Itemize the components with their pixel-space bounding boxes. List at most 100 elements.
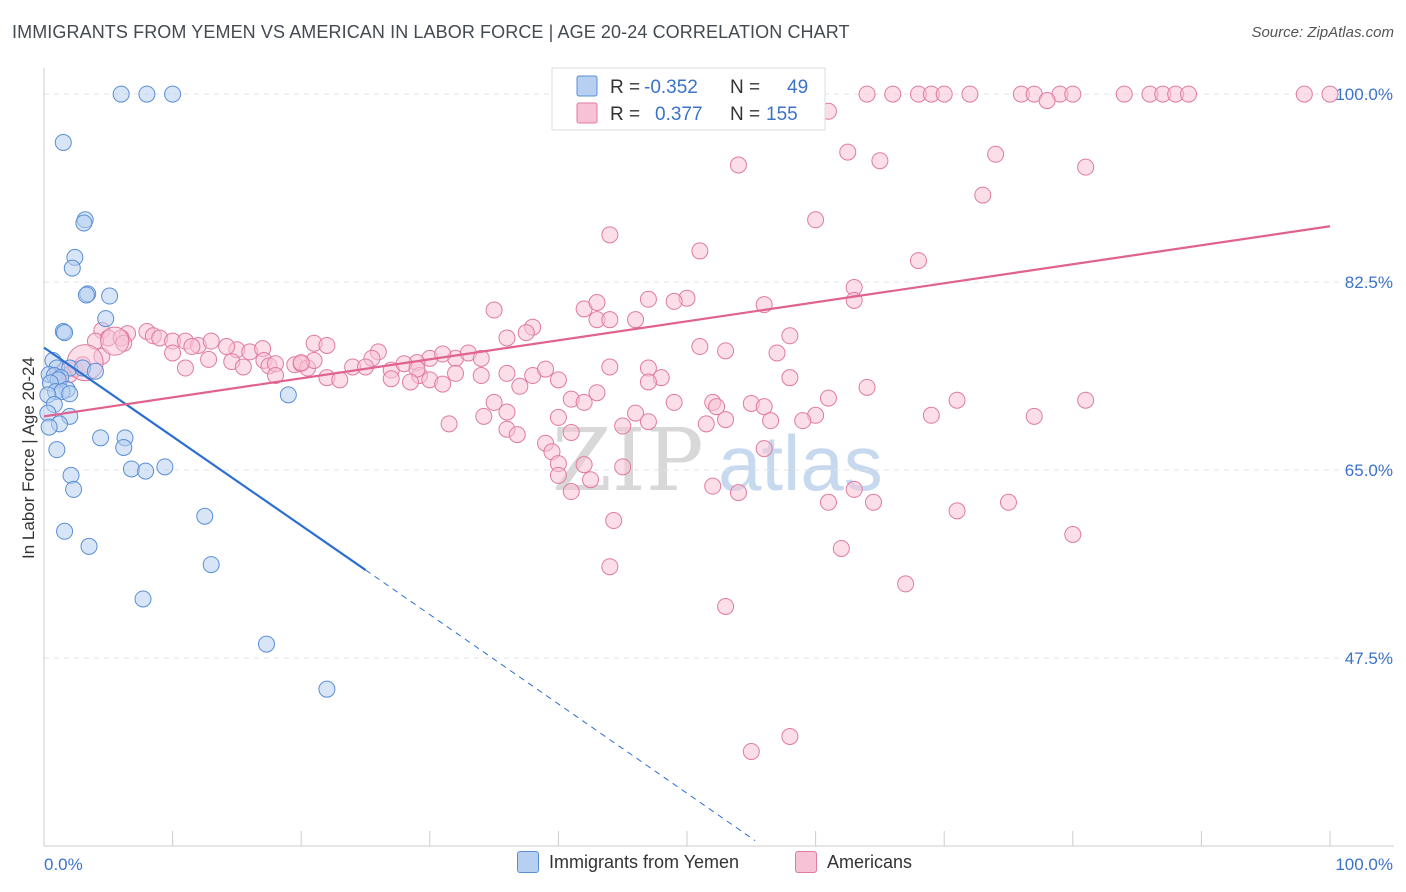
- yemen-point-2: [164, 85, 182, 103]
- americans-point-157: [614, 458, 632, 476]
- yemen-point-38: [48, 441, 66, 459]
- americans-point-3: [884, 85, 902, 103]
- americans-point-115: [176, 359, 194, 377]
- americans-point-171: [601, 558, 619, 576]
- americans-point-133: [1077, 391, 1095, 409]
- americans-point-125: [485, 393, 503, 411]
- americans-point-24: [729, 156, 747, 174]
- y-tick-label-1: 65.0%: [1345, 461, 1393, 480]
- yemen-point-37: [115, 438, 133, 456]
- yemen-points: [39, 85, 336, 698]
- legend-swatch-yemen: [576, 75, 598, 97]
- americans-point-143: [475, 407, 493, 425]
- yemen-point-10: [101, 287, 119, 305]
- americans-point-76: [691, 338, 709, 356]
- yemen-point-41: [137, 462, 155, 480]
- americans-point-126: [498, 403, 516, 421]
- americans-point-132: [948, 391, 966, 409]
- americans-point-154: [755, 440, 773, 458]
- americans-point-78: [164, 344, 182, 362]
- americans-point-7: [961, 85, 979, 103]
- americans-point-96: [402, 373, 420, 391]
- yemen-point-39: [156, 458, 174, 476]
- americans-point-159: [549, 466, 567, 484]
- americans-point-145: [697, 415, 715, 433]
- americans-point-105: [601, 358, 619, 376]
- americans-point-44: [517, 324, 535, 342]
- legend-label-americans: Americans: [827, 851, 913, 872]
- americans-point-140: [1025, 407, 1043, 425]
- legend-item-yemen[interactable]: Immigrants from Yemen: [517, 851, 739, 873]
- americans-point-18: [1321, 85, 1339, 103]
- yemen-point-0: [112, 85, 130, 103]
- yemen-point-42: [62, 466, 80, 484]
- americans-point-127: [575, 393, 593, 411]
- americans-point-162: [562, 483, 580, 501]
- yemen-trendline: [43, 346, 367, 571]
- yemen-point-7: [63, 259, 81, 277]
- y-tick-labels: 47.5% 65.0% 82.5% 100.0%: [1335, 85, 1393, 668]
- yemen-point-43: [65, 480, 83, 498]
- americans-point-77: [781, 327, 799, 345]
- yemen-point-44: [196, 507, 214, 525]
- americans-point-120: [588, 384, 606, 402]
- x-tick-label-min: 0.0%: [44, 855, 83, 874]
- americans-point-129: [665, 393, 683, 411]
- yemen-point-18: [86, 362, 104, 380]
- legend-r-value-americans: 0.377: [655, 104, 703, 125]
- y-tick-label-0: 47.5%: [1345, 649, 1393, 668]
- americans-point-135: [708, 398, 726, 416]
- yemen-point-47: [202, 556, 220, 574]
- americans-point-19: [1038, 92, 1056, 110]
- americans-point-161: [845, 480, 863, 498]
- americans-point-21: [839, 143, 857, 161]
- americans-point-156: [575, 456, 593, 474]
- americans-point-163: [729, 484, 747, 502]
- yemen-trendline-extension: [365, 569, 756, 842]
- americans-point-57: [202, 332, 220, 350]
- americans-point-168: [1064, 526, 1082, 544]
- americans-point-122: [858, 378, 876, 396]
- americans-point-73: [498, 329, 516, 347]
- americans-point-169: [605, 512, 623, 530]
- americans-point-150: [562, 423, 580, 441]
- americans-point-74: [717, 342, 735, 360]
- americans-point-165: [819, 493, 837, 511]
- americans-point-98: [434, 375, 452, 393]
- americans-point-29: [691, 242, 709, 260]
- axes: [43, 68, 1394, 847]
- americans-point-79: [200, 350, 218, 368]
- legend-swatch-yemen-bottom: [517, 851, 539, 873]
- yemen-point-5: [75, 214, 93, 232]
- yemen-point-9: [77, 286, 95, 304]
- legend-r-label-americans: R =: [610, 104, 640, 125]
- americans-point-36: [639, 290, 657, 308]
- americans-point-11: [1064, 85, 1082, 103]
- americans-point-167: [948, 502, 966, 520]
- x-tick-label-max: 100.0%: [1335, 855, 1393, 874]
- source-label: Source: ZipAtlas.com: [1251, 24, 1394, 41]
- americans-point-175: [742, 742, 760, 760]
- americans-point-117: [266, 367, 284, 385]
- americans-point-172: [897, 575, 915, 593]
- americans-point-16: [1180, 85, 1198, 103]
- americans-point-116: [234, 358, 252, 376]
- americans-point-131: [819, 389, 837, 407]
- americans-point-108: [781, 369, 799, 387]
- americans-point-147: [614, 417, 632, 435]
- americans-point-136: [755, 398, 773, 416]
- americans-point-26: [974, 186, 992, 204]
- americans-point-174: [781, 727, 799, 745]
- legend-item-americans[interactable]: Americans: [795, 851, 912, 873]
- americans-point-173: [717, 597, 735, 615]
- americans-point-34: [665, 292, 683, 310]
- americans-point-101: [498, 364, 516, 382]
- yemen-point-45: [56, 522, 74, 540]
- americans-point-104: [549, 371, 567, 389]
- legend-n-label-yemen: N =: [730, 77, 760, 98]
- americans-point-144: [549, 408, 567, 426]
- americans-point-64: [318, 336, 336, 354]
- legend-swatch-americans: [576, 102, 598, 124]
- americans-point-149: [440, 415, 458, 433]
- americans-point-27: [807, 211, 825, 229]
